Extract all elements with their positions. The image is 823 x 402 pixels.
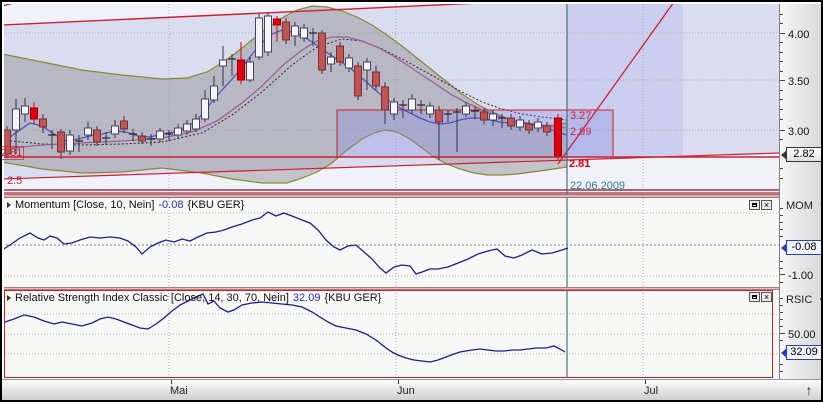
axis-tick — [780, 364, 783, 365]
axis-tick — [780, 298, 783, 299]
price-axis-label: 3.50 — [788, 76, 810, 88]
momentum-suffix: {KBU GER} — [187, 199, 245, 211]
axis-tick — [780, 130, 785, 131]
axis-tick — [780, 178, 783, 179]
rsi-selector-label: RSIC — [786, 294, 813, 306]
axis-tick — [780, 23, 783, 24]
price-axis[interactable]: 4.00 3.50 3.00 2.82 MOM ▼ -0.08 -1.00 RS… — [779, 4, 821, 379]
chevron-down-icon: ▼ — [818, 296, 821, 305]
axis-tick — [780, 333, 785, 334]
axis-tick — [780, 305, 783, 306]
rsi-indicator-selector[interactable]: RSIC ▼ — [786, 294, 821, 306]
momentum-chart[interactable] — [4, 198, 779, 287]
axis-tick — [780, 109, 783, 110]
axis-tick — [780, 268, 783, 269]
last-price-tag: 2.82 — [781, 147, 821, 162]
momentum-selector-label: MOM — [786, 200, 813, 212]
rsi-value: 32.09 — [292, 292, 321, 304]
rsi-axis-label: 50.00 — [788, 329, 816, 341]
momentum-value-tag: -0.08 — [781, 240, 821, 255]
close-icon: × — [763, 200, 770, 210]
rect-top-value-label: 3.27 — [570, 110, 592, 122]
axis-tick — [780, 168, 783, 169]
rsi-title: Relative Strength Index Classic [Close, … — [15, 292, 289, 304]
axis-tick — [780, 61, 783, 62]
maximize-icon — [752, 295, 757, 299]
axis-tick — [780, 312, 783, 313]
last-price-label: 2.81 — [569, 158, 591, 170]
momentum-axis-label: -1.00 — [788, 270, 814, 282]
collapse-arrow-icon[interactable] — [7, 202, 11, 208]
cursor-date-label: 22.06.2009 — [570, 180, 626, 192]
time-axis[interactable]: ↑ Mai Jun Jul — [2, 379, 821, 400]
price-axis-label: 3.00 — [788, 126, 810, 138]
month-label: Jun — [397, 385, 415, 397]
price-axis-label: 4.00 — [788, 29, 810, 41]
collapse-arrow-icon[interactable] — [7, 295, 11, 301]
pane-separator[interactable] — [4, 287, 779, 290]
momentum-header: Momentum [Close, 10, Nein] -0.08 {KBU GE… — [7, 199, 244, 211]
axis-tick — [780, 139, 783, 140]
axis-tick — [780, 222, 783, 223]
pane-separator[interactable] — [4, 194, 779, 198]
prev-close-label: 2.99 — [570, 126, 592, 138]
support-line-left-label: 2.81 — [1, 146, 25, 160]
momentum-indicator-selector[interactable]: MOM ▼ — [786, 200, 821, 212]
axis-tick — [780, 71, 783, 72]
axis-tick — [780, 282, 783, 283]
axis-tick — [780, 90, 783, 91]
channel-low-label: 2.5 — [7, 175, 23, 187]
axis-tick — [780, 319, 783, 320]
axis-tick — [780, 208, 783, 209]
axis-tick — [780, 215, 783, 216]
axis-tick — [780, 261, 783, 262]
month-tick — [398, 380, 399, 384]
axis-tick — [780, 236, 783, 237]
chevron-down-icon: ▼ — [819, 202, 821, 211]
axis-tick — [780, 42, 783, 43]
trendline-target-label: 4.55 — [561, 4, 582, 9]
momentum-maximize-button[interactable] — [749, 200, 760, 210]
axis-tick — [780, 371, 783, 372]
axis-tick — [780, 80, 785, 81]
month-tick — [645, 380, 646, 384]
rsi-chart[interactable] — [4, 290, 779, 378]
momentum-title: Momentum [Close, 10, Nein] — [15, 199, 155, 211]
main-chart[interactable] — [4, 4, 779, 194]
axis-tick — [780, 326, 783, 327]
axis-tick — [780, 33, 785, 34]
maximize-icon — [752, 203, 757, 207]
axis-tick — [780, 229, 783, 230]
rsi-close-button[interactable]: × — [761, 292, 772, 302]
rsi-header: Relative Strength Index Classic [Close, … — [7, 292, 381, 304]
month-label: Mai — [170, 385, 188, 397]
axis-tick — [780, 14, 783, 15]
axis-tick — [780, 340, 783, 341]
axis-tick — [780, 52, 783, 53]
axis-tick — [780, 274, 785, 275]
scroll-up-button[interactable]: ↑ — [805, 382, 813, 398]
momentum-close-button[interactable]: × — [761, 200, 772, 210]
axis-tick — [780, 119, 783, 120]
rsi-maximize-button[interactable] — [749, 292, 760, 302]
rsi-value-tag: 32.09 — [781, 345, 821, 360]
month-label: Jul — [644, 385, 659, 397]
momentum-value: -0.08 — [158, 199, 184, 211]
close-icon: × — [763, 292, 770, 302]
rsi-suffix: {KBU GER} — [324, 292, 382, 304]
axis-tick — [780, 99, 783, 100]
month-tick — [171, 380, 172, 384]
